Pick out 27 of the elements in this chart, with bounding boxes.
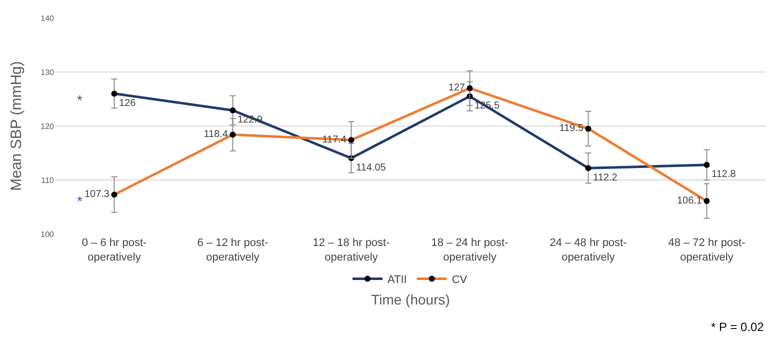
x-tick-label: 24 – 48 hr post- operatively <box>550 237 628 264</box>
x-axis-title: Time (hours) <box>371 292 450 308</box>
data-label: 118.4 <box>204 129 228 140</box>
y-tick-label: 120 <box>40 122 55 131</box>
x-tick-label: 18 – 24 hr post- operatively <box>431 237 509 264</box>
annotation: * <box>77 92 83 108</box>
legend-label: ATII <box>388 274 407 286</box>
x-tick-label: 0 – 6 hr post- operatively <box>82 237 147 264</box>
legend-label: CV <box>452 274 468 286</box>
data-label: 112.2 <box>593 172 618 184</box>
y-tick-label: 140 <box>40 14 55 23</box>
data-label: 127 <box>448 82 466 94</box>
data-label: 119.5 <box>559 123 584 134</box>
x-tick-label: 6 – 12 hr post- operatively <box>197 237 269 264</box>
data-label: 107.3 <box>84 189 110 200</box>
data-label: 126 <box>119 98 136 109</box>
y-tick-label: 100 <box>40 230 55 239</box>
data-label: 112.8 <box>712 169 736 180</box>
x-tick-label: 48 – 72 hr post- operatively <box>668 237 746 264</box>
text: * P = 0.02 <box>711 320 764 334</box>
data-label: 106.1 <box>676 196 702 207</box>
y-tick-label: 110 <box>41 176 55 185</box>
y-tick-label: 130 <box>40 68 55 77</box>
x-tick-label: 12 – 18 hr post- operatively <box>312 237 390 264</box>
data-label: 114.05 <box>356 162 386 174</box>
y-axis-title: Mean SBP (mmHg) <box>8 61 25 191</box>
annotation: * <box>77 193 83 209</box>
